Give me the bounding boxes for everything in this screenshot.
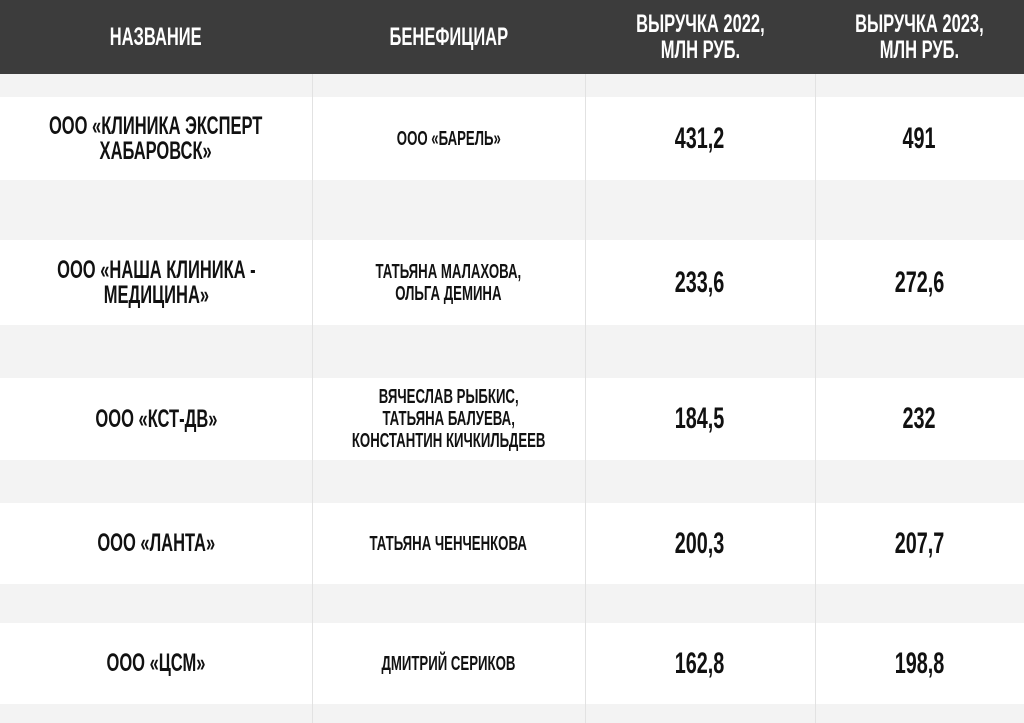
revenue-2023: 491	[902, 121, 937, 155]
company-name: ООО «КЛИНИКА ЭКСПЕРТ ХАБАРОВСК»	[49, 111, 263, 165]
company-name: ООО «КСТ-ДВ»	[94, 404, 218, 433]
revenue-2022-cell: 184,5	[585, 378, 815, 460]
revenue-2023-cell: 198,8	[815, 623, 1024, 704]
revenue-2023: 232	[902, 402, 937, 435]
revenue-2023-cell: 232	[815, 378, 1024, 460]
company-name: ООО «ЛАНТА»	[97, 529, 215, 557]
beneficiary-cell: ООО «БАРЕЛЬ»	[312, 97, 585, 180]
beneficiary: ТАТЬЯНА МАЛАХОВА, ОЛЬГА ДЕМИНА	[375, 260, 522, 305]
company-name-cell: ООО «КСТ-ДВ»	[0, 378, 312, 460]
column-divider	[815, 74, 816, 723]
revenue-2022-cell: 200,3	[585, 503, 815, 584]
table-header: НАЗВАНИЕ БЕНЕФИЦИАР ВЫРУЧКА 2022, МЛН РУ…	[0, 0, 1024, 74]
column-divider	[312, 74, 313, 723]
revenue-2022-cell: 233,6	[585, 240, 815, 325]
revenue-2023: 207,7	[894, 526, 945, 560]
revenue-2022-cell: 431,2	[585, 97, 815, 180]
table-row: ООО «КСТ-ДВ» ВЯЧЕСЛАВ РЫБКИС, ТАТЬЯНА БАЛ…	[0, 378, 1024, 460]
revenue-2022: 233,6	[675, 265, 725, 299]
beneficiary-cell: ТАТЬЯНА МАЛАХОВА, ОЛЬГА ДЕМИНА	[312, 240, 585, 325]
header-beneficiary: БЕНЕФИЦИАР	[389, 23, 508, 51]
revenue-2022-cell: 162,8	[585, 623, 815, 704]
revenue-2023-cell: 272,6	[815, 240, 1024, 325]
beneficiary: ДМИТРИЙ СЕРИКОВ	[381, 652, 516, 675]
company-name: ООО «НАША КЛИНИКА - МЕДИЦИНА»	[56, 255, 256, 309]
header-revenue-2022: ВЫРУЧКА 2022, МЛН РУБ.	[635, 10, 765, 64]
revenue-2022: 431,2	[675, 121, 725, 155]
company-name-cell: ООО «КЛИНИКА ЭКСПЕРТ ХАБАРОВСК»	[0, 97, 312, 180]
company-name: ООО «ЦСМ»	[106, 649, 206, 677]
table-row: ООО «КЛИНИКА ЭКСПЕРТ ХАБАРОВСК» ООО «БАРЕ…	[0, 97, 1024, 180]
beneficiary: ВЯЧЕСЛАВ РЫБКИС, ТАТЬЯНА БАЛУЕВА, КОНСТА…	[351, 386, 546, 452]
table-row: ООО «НАША КЛИНИКА - МЕДИЦИНА» ТАТЬЯНА МАЛ…	[0, 240, 1024, 325]
header-revenue-2023: ВЫРУЧКА 2023, МЛН РУБ.	[855, 10, 984, 64]
company-name-cell: ООО «НАША КЛИНИКА - МЕДИЦИНА»	[0, 240, 312, 325]
revenue-2022: 184,5	[675, 402, 725, 435]
beneficiary-cell: ДМИТРИЙ СЕРИКОВ	[312, 623, 585, 704]
header-name: НАЗВАНИЕ	[110, 23, 202, 51]
column-divider	[585, 74, 586, 723]
revenue-2022: 162,8	[675, 646, 725, 680]
beneficiary-cell: ВЯЧЕСЛАВ РЫБКИС, ТАТЬЯНА БАЛУЕВА, КОНСТА…	[312, 378, 585, 460]
revenue-2023: 272,6	[894, 265, 945, 299]
revenue-2023-cell: 491	[815, 97, 1024, 180]
beneficiary: ТАТЬЯНА ЧЕНЧЕНКОВА	[369, 532, 528, 555]
revenue-2022: 200,3	[675, 526, 725, 560]
beneficiary: ООО «БАРЕЛЬ»	[396, 127, 501, 150]
table-row: ООО «ЦСМ» ДМИТРИЙ СЕРИКОВ 162,8 198,8	[0, 623, 1024, 704]
revenue-2023-cell: 207,7	[815, 503, 1024, 584]
table-row: ООО «ЛАНТА» ТАТЬЯНА ЧЕНЧЕНКОВА 200,3 207,7	[0, 503, 1024, 584]
beneficiary-cell: ТАТЬЯНА ЧЕНЧЕНКОВА	[312, 503, 585, 584]
revenue-2023: 198,8	[894, 646, 945, 680]
company-name-cell: ООО «ЦСМ»	[0, 623, 312, 704]
company-name-cell: ООО «ЛАНТА»	[0, 503, 312, 584]
